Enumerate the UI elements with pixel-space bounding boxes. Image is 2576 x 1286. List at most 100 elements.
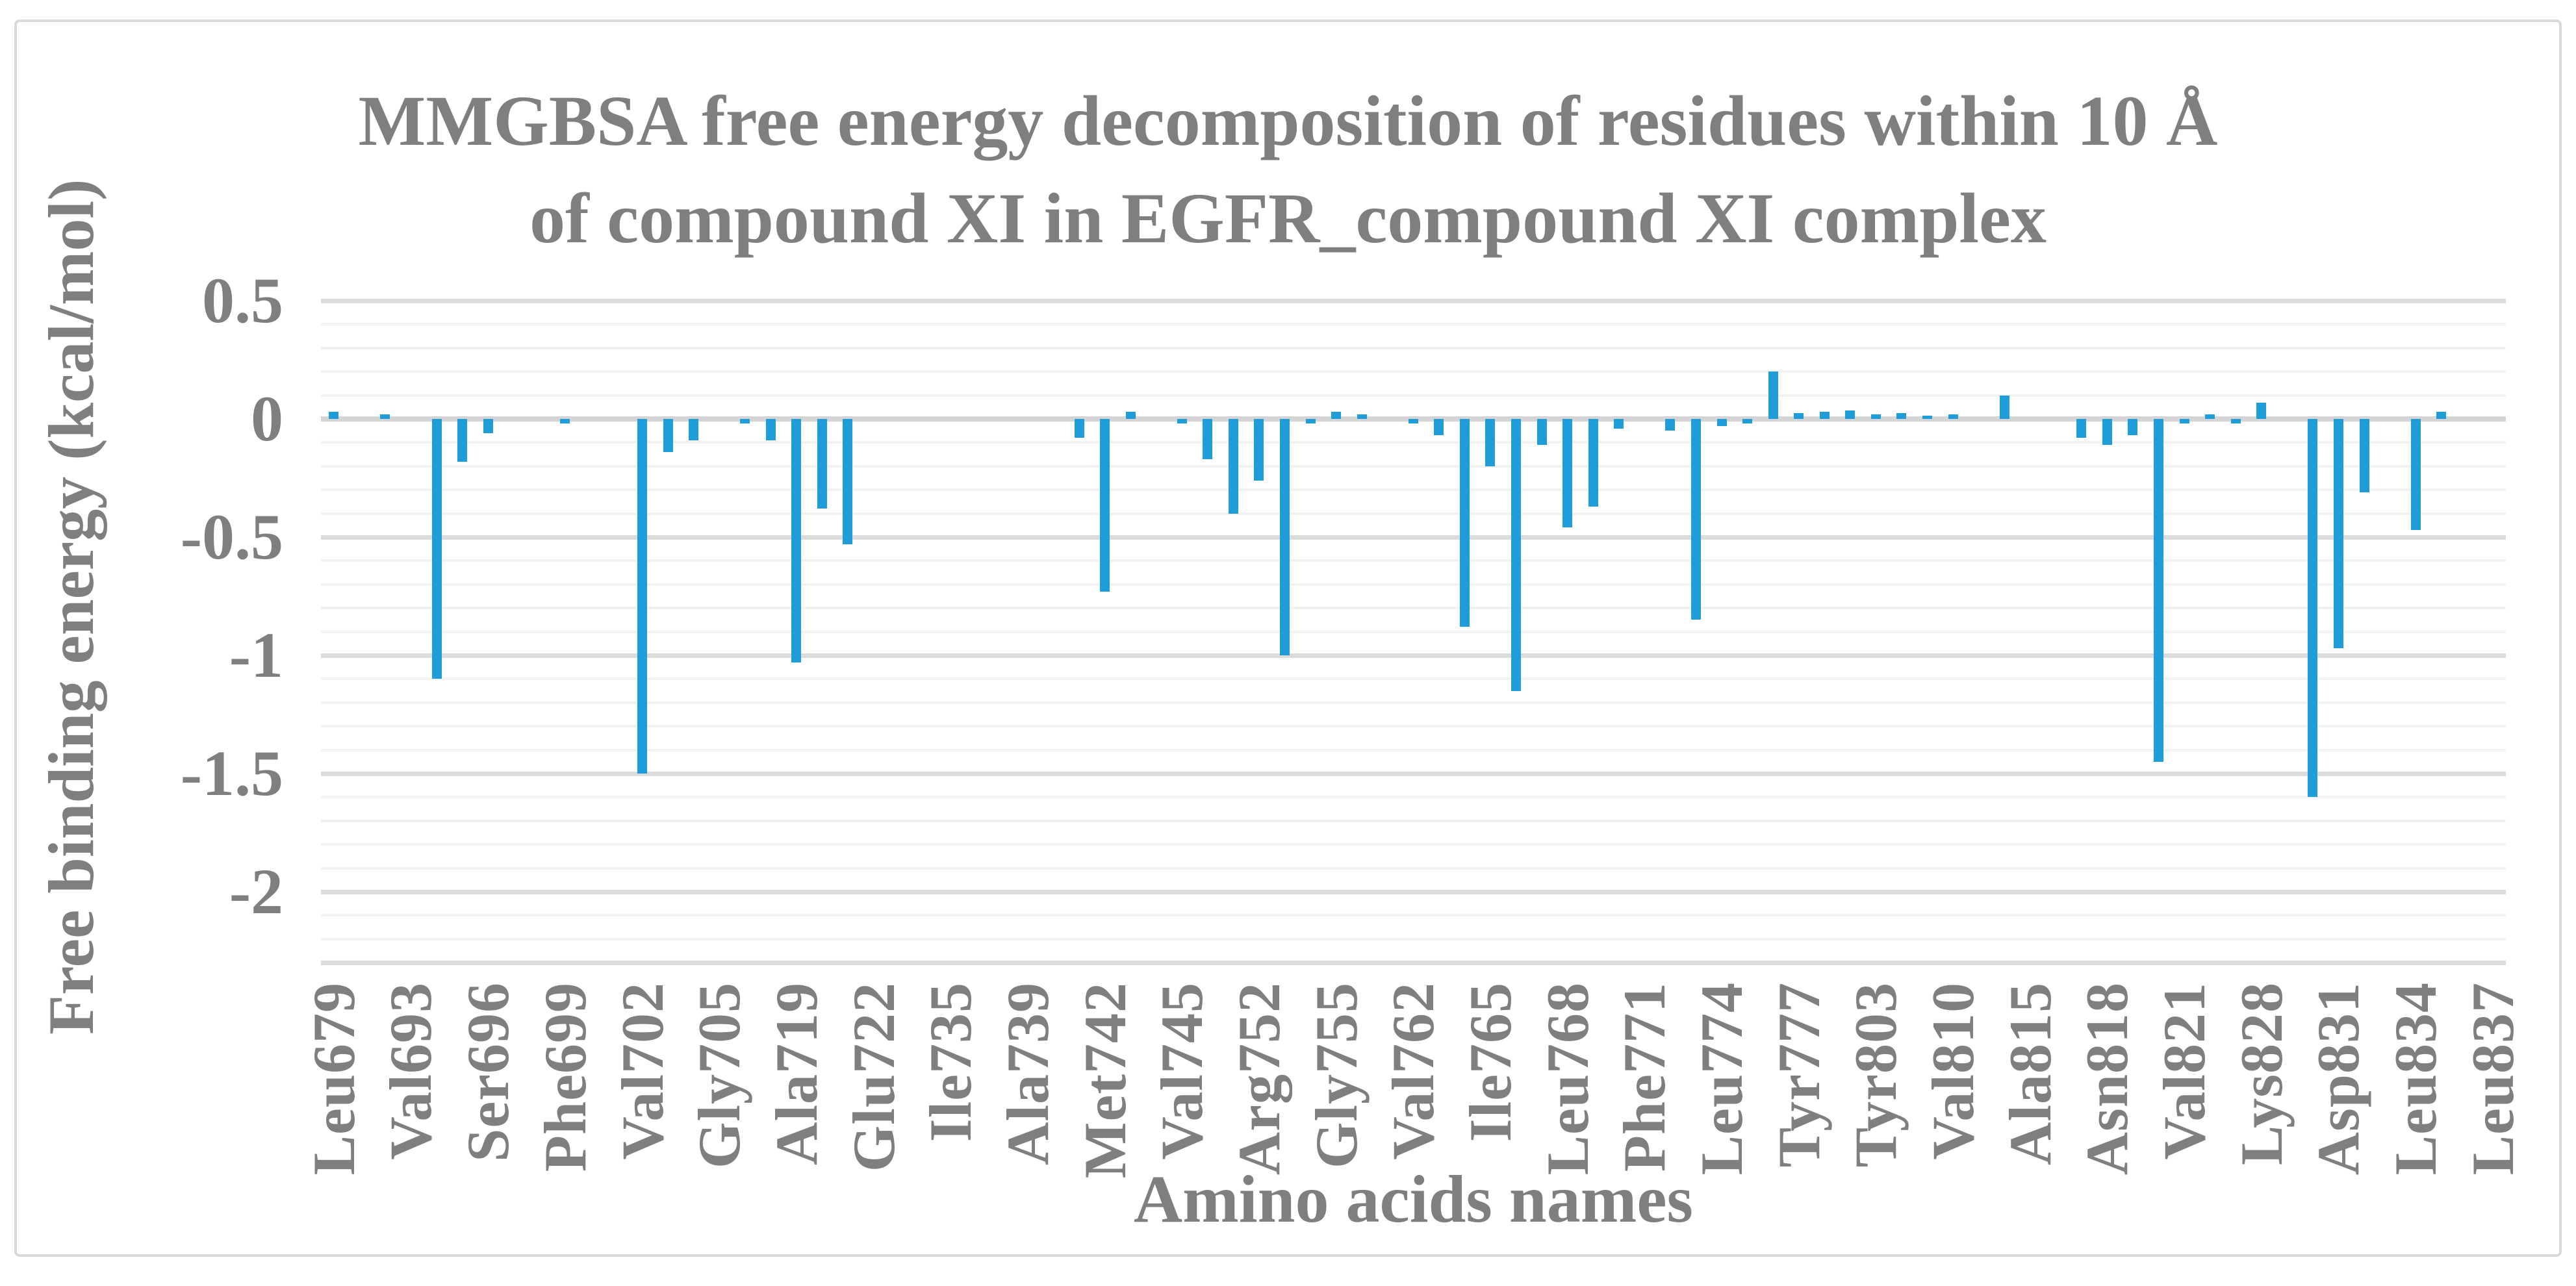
bar bbox=[1614, 419, 1624, 429]
bar bbox=[1357, 414, 1367, 419]
gridline bbox=[321, 866, 2506, 870]
bar bbox=[457, 419, 468, 462]
y-tick-label: 0.5 bbox=[202, 264, 283, 336]
x-tick-label: Ile735 bbox=[917, 982, 984, 1142]
gridline bbox=[321, 960, 2506, 965]
x-tick-label: Asp831 bbox=[2305, 982, 2372, 1176]
bar bbox=[1511, 419, 1522, 691]
bar bbox=[2128, 419, 2138, 436]
x-tick-label: Val821 bbox=[2151, 982, 2218, 1160]
bar bbox=[1819, 412, 1830, 419]
gridline bbox=[321, 937, 2506, 940]
bar bbox=[1074, 419, 1084, 438]
bar bbox=[1999, 395, 2009, 419]
x-tick-label: Gly705 bbox=[686, 982, 753, 1169]
gridline bbox=[321, 488, 2506, 492]
x-axis-title: Amino acids names bbox=[1134, 1162, 1693, 1237]
bar bbox=[1948, 414, 1958, 419]
gridline bbox=[321, 394, 2506, 397]
x-tick-label: Met742 bbox=[1071, 982, 1138, 1179]
gridline bbox=[321, 843, 2506, 846]
gridline bbox=[321, 370, 2506, 373]
gridline bbox=[321, 464, 2506, 468]
gridline bbox=[321, 298, 2506, 303]
bar bbox=[2102, 419, 2112, 446]
bar bbox=[1305, 419, 1316, 424]
bar bbox=[2154, 419, 2164, 762]
bar bbox=[1228, 419, 1238, 514]
x-tick-label: Phe699 bbox=[531, 982, 598, 1172]
y-tick-label: -1.5 bbox=[180, 737, 283, 809]
gridline bbox=[321, 677, 2506, 681]
x-tick-label: Leu837 bbox=[2459, 982, 2526, 1176]
bar bbox=[2256, 402, 2267, 419]
bar bbox=[1177, 419, 1187, 424]
bar bbox=[1254, 419, 1264, 481]
bar bbox=[2308, 419, 2318, 798]
bar bbox=[1794, 412, 1804, 419]
x-tick-label: Val693 bbox=[377, 982, 444, 1160]
bar bbox=[1845, 410, 1855, 419]
bar bbox=[1125, 412, 1136, 419]
x-tick-label: Glu722 bbox=[840, 982, 907, 1172]
gridline bbox=[321, 796, 2506, 799]
bar bbox=[2410, 419, 2421, 531]
gridline bbox=[321, 583, 2506, 586]
bar bbox=[431, 419, 442, 679]
bar bbox=[1408, 419, 1418, 424]
x-tick-label: Val810 bbox=[1920, 982, 1987, 1160]
x-tick-label: Gly755 bbox=[1303, 982, 1370, 1169]
bar bbox=[1562, 419, 1573, 528]
bar bbox=[2205, 414, 2215, 419]
x-tick-label: Asn818 bbox=[2074, 982, 2141, 1176]
gridline bbox=[321, 323, 2506, 326]
bar bbox=[765, 419, 776, 440]
chart-title: MMGBSA free energy decomposition of resi… bbox=[358, 81, 2218, 258]
bar bbox=[1922, 415, 1932, 419]
x-tick-label: Ala719 bbox=[763, 982, 830, 1165]
gridline bbox=[321, 819, 2506, 822]
x-tick-label: Tyr777 bbox=[1765, 982, 1832, 1168]
bar bbox=[1459, 419, 1470, 627]
bar bbox=[329, 412, 339, 419]
gridline bbox=[321, 559, 2506, 562]
gridline bbox=[321, 346, 2506, 349]
bar bbox=[1716, 419, 1727, 426]
bar bbox=[1690, 419, 1701, 620]
gridline bbox=[321, 725, 2506, 728]
bar bbox=[483, 419, 493, 433]
bar bbox=[2333, 419, 2343, 649]
gridline bbox=[321, 771, 2506, 776]
bar bbox=[1896, 412, 1907, 419]
x-tick-label: Val702 bbox=[609, 982, 676, 1160]
bar bbox=[1588, 419, 1598, 507]
x-tick-label: Ala815 bbox=[1996, 982, 2063, 1165]
bar bbox=[1100, 419, 1110, 592]
bar bbox=[1742, 419, 1753, 424]
bar bbox=[843, 419, 853, 544]
x-tick-label: Val745 bbox=[1149, 982, 1216, 1160]
bar bbox=[1665, 419, 1676, 431]
x-tick-label: Tyr803 bbox=[1843, 982, 1909, 1168]
x-tick-label: Leu834 bbox=[2382, 982, 2449, 1176]
bar bbox=[1331, 412, 1342, 419]
y-axis-title: Free binding energy (kcal/mol) bbox=[35, 179, 107, 1035]
x-tick-label: Ile765 bbox=[1457, 982, 1524, 1142]
bar bbox=[380, 414, 390, 419]
bar bbox=[2359, 419, 2369, 492]
x-tick-label: Ser696 bbox=[455, 982, 522, 1162]
bar bbox=[1537, 419, 1547, 446]
gridline bbox=[321, 441, 2506, 444]
gridline bbox=[321, 607, 2506, 610]
x-tick-label: Arg752 bbox=[1225, 982, 1292, 1176]
bar bbox=[1485, 419, 1496, 466]
bar bbox=[817, 419, 827, 509]
y-tick-label: 0 bbox=[251, 383, 283, 455]
bar bbox=[791, 419, 802, 662]
bar bbox=[637, 419, 647, 774]
bar bbox=[560, 419, 570, 424]
gridline bbox=[321, 701, 2506, 704]
bar bbox=[1870, 414, 1881, 419]
bar bbox=[2076, 419, 2087, 438]
